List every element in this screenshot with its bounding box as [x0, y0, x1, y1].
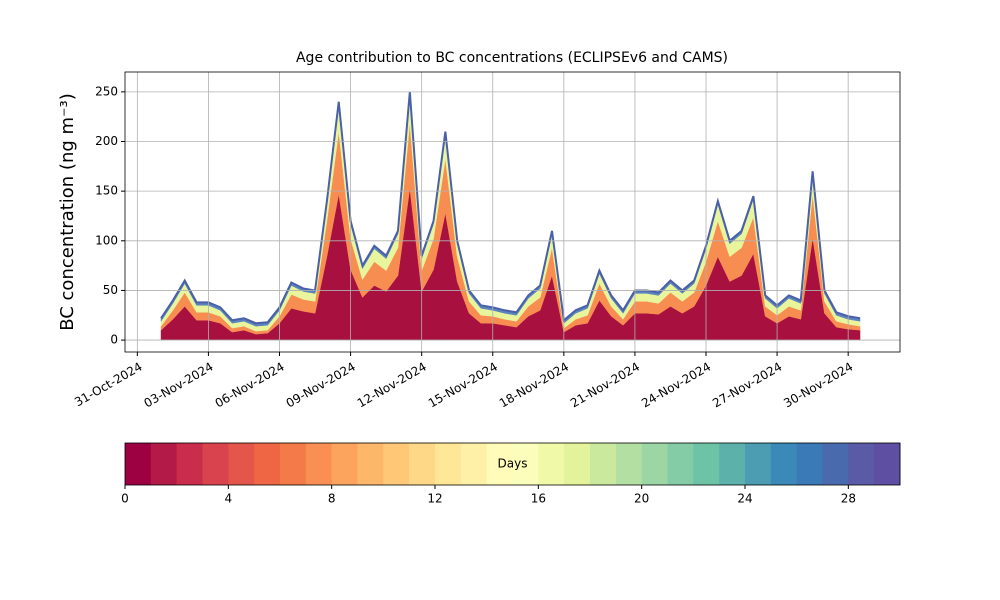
colorbar-bin — [538, 443, 565, 485]
colorbar-bin — [435, 443, 462, 485]
colorbar-bin — [745, 443, 772, 485]
y-tick-label: 250 — [95, 84, 118, 98]
colorbar-bin — [383, 443, 410, 485]
chart-title: Age contribution to BC concentrations (E… — [296, 50, 728, 66]
colorbar-label: Days — [498, 457, 528, 471]
colorbar-bin — [615, 443, 643, 485]
colorbar-bin — [564, 443, 591, 485]
colorbar-bin — [719, 443, 746, 485]
colorbar-bin — [228, 443, 255, 485]
x-tick-label: 18-Nov-2024 — [497, 360, 571, 411]
colorbar-bin — [176, 443, 203, 485]
colorbar-bin — [305, 443, 333, 485]
colorbar-tick-label: 20 — [634, 492, 649, 506]
top-edge — [160, 91, 861, 325]
colorbar-bin — [486, 443, 513, 485]
x-tick-label: 31-Oct-2024 — [72, 360, 144, 410]
colorbar-bin — [822, 443, 849, 485]
colorbar-bin — [331, 443, 358, 485]
x-tick-label: 30-Nov-2024 — [781, 360, 855, 411]
colorbar-bin — [641, 443, 668, 485]
colorbar-bin — [667, 443, 694, 485]
y-tick-label: 0 — [110, 333, 118, 347]
colorbar-bin — [590, 443, 617, 485]
colorbar-bin — [512, 443, 539, 485]
x-tick-label: 12-Nov-2024 — [355, 360, 429, 411]
colorbar-bin — [409, 443, 436, 485]
y-tick-label: 100 — [95, 233, 118, 247]
colorbar-frame — [124, 442, 901, 486]
colorbar-bin — [796, 443, 823, 485]
colorbar-tick-label: 16 — [531, 492, 546, 506]
colorbar-bin — [693, 443, 720, 485]
y-tick-label: 200 — [95, 134, 118, 148]
colorbar-tick-label: 8 — [328, 492, 336, 506]
colorbar-bin — [848, 443, 875, 485]
y-axis-label: BC concentration (ng m⁻³) — [57, 93, 78, 331]
colorbar-tick-label: 0 — [121, 492, 129, 506]
colorbar-bin — [357, 443, 384, 485]
colorbar-tick-label: 24 — [737, 492, 752, 506]
x-tick-label: 21-Nov-2024 — [568, 360, 642, 411]
colorbar-bin — [280, 443, 307, 485]
y-tick-label: 50 — [103, 283, 118, 297]
colorbar-bin — [770, 443, 798, 485]
colorbar-bin — [150, 443, 178, 485]
colorbar-tick-label: 28 — [841, 492, 856, 506]
x-tick-label: 24-Nov-2024 — [639, 360, 713, 411]
colorbar-bin — [874, 443, 901, 485]
x-tick-label: 06-Nov-2024 — [213, 360, 287, 411]
colorbar-tick-label: 4 — [225, 492, 233, 506]
colorbar-tick-label: 12 — [427, 492, 442, 506]
colorbar-bin — [125, 443, 152, 485]
plot-frame — [124, 71, 901, 353]
y-tick-label: 150 — [95, 184, 118, 198]
colorbar-bin — [202, 443, 229, 485]
colorbar-bin — [254, 443, 281, 485]
colorbar-bin — [460, 443, 488, 485]
x-tick-label: 27-Nov-2024 — [710, 360, 784, 411]
x-tick-label: 15-Nov-2024 — [426, 360, 500, 411]
x-tick-label: 09-Nov-2024 — [284, 360, 358, 411]
x-tick-label: 03-Nov-2024 — [141, 360, 215, 411]
